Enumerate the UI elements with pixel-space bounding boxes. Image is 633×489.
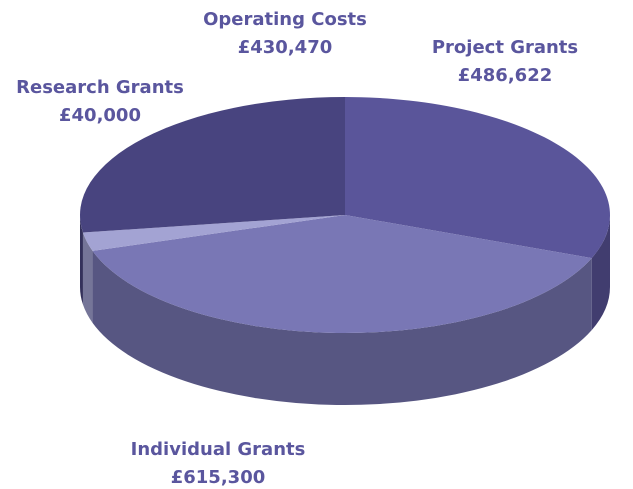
slice-label: Research Grants <box>16 77 184 98</box>
pie-slice-side <box>92 250 592 405</box>
slice-label: Operating Costs <box>203 9 367 30</box>
pie-sides <box>80 215 610 405</box>
slice-value-label: £615,300 <box>171 467 266 488</box>
slice-value-label: £430,470 <box>238 37 333 58</box>
pie-slice <box>79 97 345 233</box>
slice-label: Individual Grants <box>131 439 306 460</box>
pie-tops <box>79 97 610 334</box>
pie-slice-side <box>591 215 610 331</box>
slice-value-label: £40,000 <box>59 105 141 126</box>
slice-value-label: £486,622 <box>458 65 553 86</box>
pie-slice <box>345 97 610 259</box>
pie-slice-side <box>80 215 83 305</box>
pie-slice <box>82 215 346 251</box>
slice-label: Project Grants <box>432 37 578 58</box>
pie-slice-side <box>82 232 93 323</box>
pie-slice <box>92 215 592 334</box>
